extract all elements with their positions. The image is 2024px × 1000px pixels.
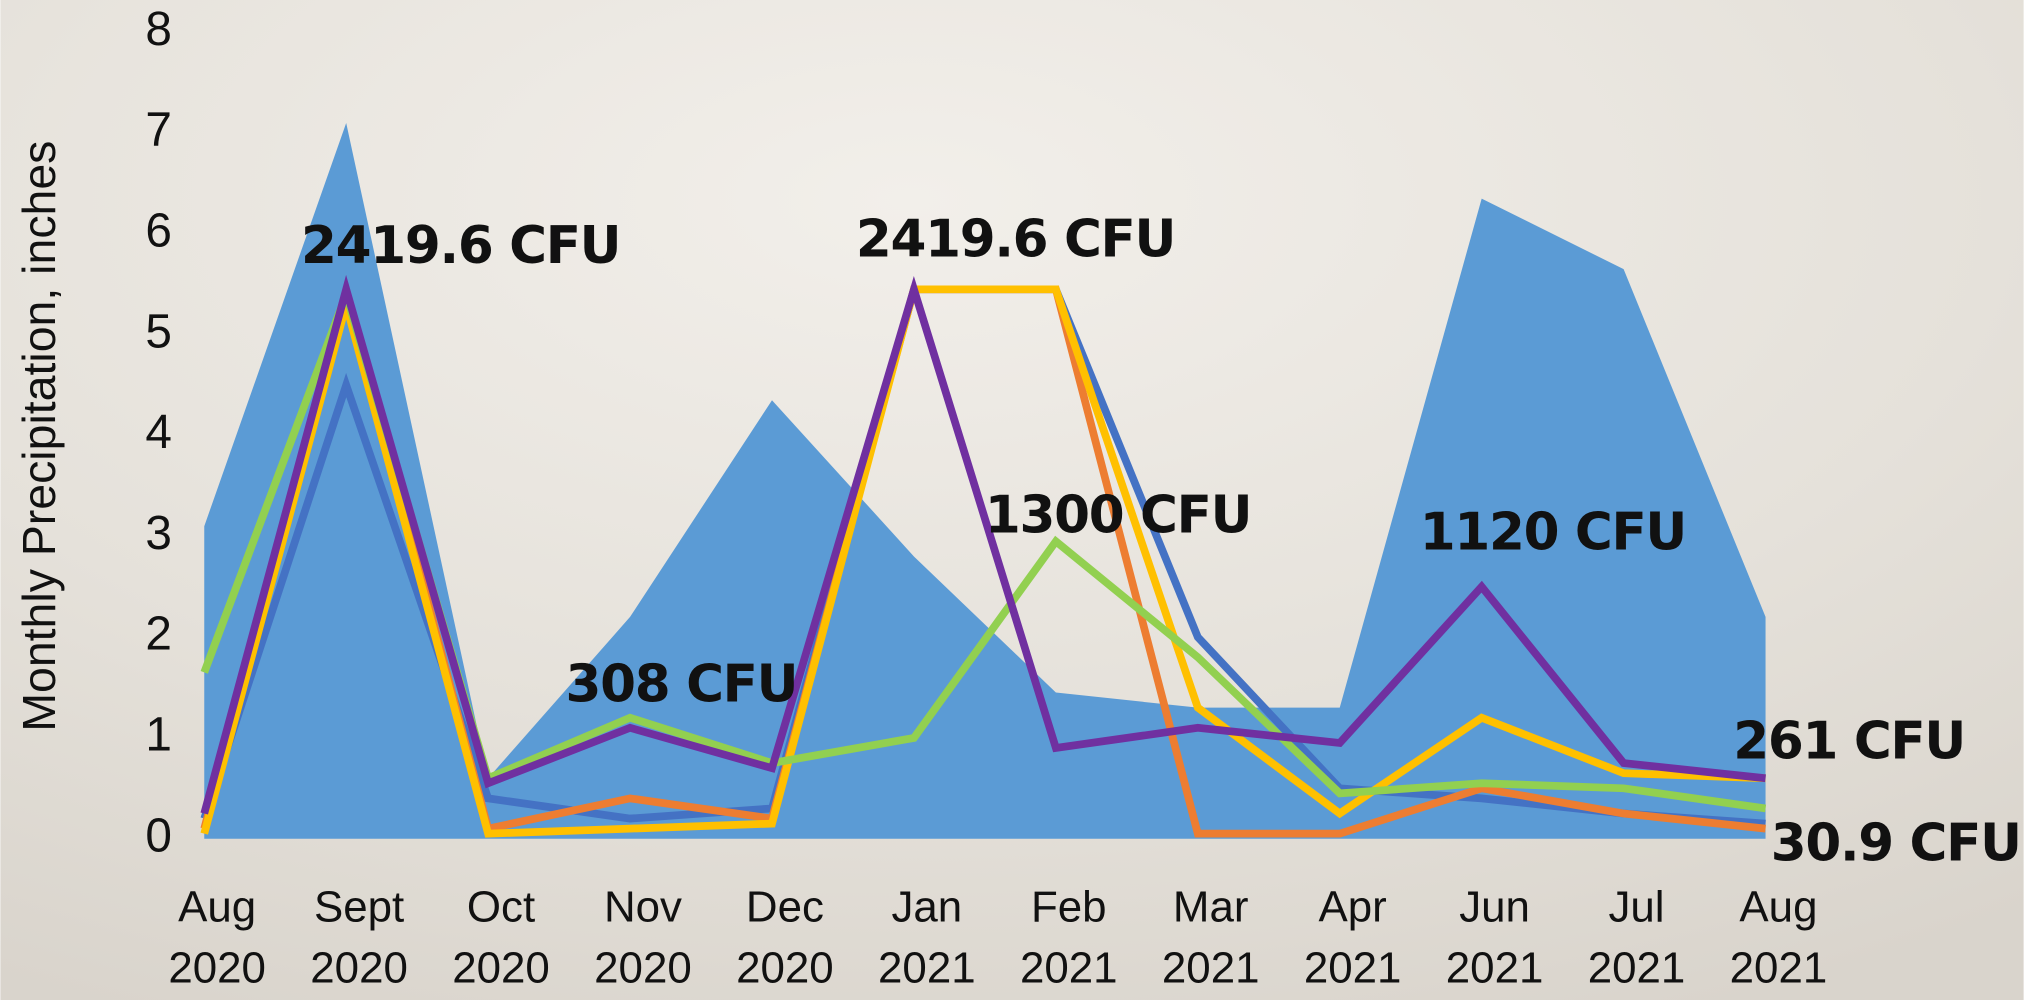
y-axis-label: Monthly Precipitation, inches xyxy=(13,141,65,732)
y-tick-label: 6 xyxy=(145,204,172,257)
annotation: 30.9 CFU xyxy=(1771,813,2021,873)
y-tick-label: 7 xyxy=(145,104,172,157)
annotation: 1120 CFU xyxy=(1420,502,1686,562)
annotation: 2419.6 CFU xyxy=(856,210,1175,270)
y-tick-label: 3 xyxy=(145,507,172,560)
annotation: 2419.6 CFU xyxy=(301,216,620,276)
y-tick-label: 1 xyxy=(145,709,172,762)
y-tick-label: 5 xyxy=(145,305,172,358)
annotation: 1300 CFU xyxy=(985,486,1251,546)
y-tick-label: 8 xyxy=(145,3,172,56)
y-tick-label: 2 xyxy=(145,608,172,661)
chart: Monthly Precipitation, inches 012345678A… xyxy=(0,0,2024,1000)
annotation: 308 CFU xyxy=(566,655,798,715)
annotation: 261 CFU xyxy=(1733,712,1965,772)
page: Monthly Precipitation, inches 012345678A… xyxy=(0,0,2024,1000)
y-tick-label: 4 xyxy=(145,406,172,459)
y-tick-label: 0 xyxy=(145,809,172,862)
